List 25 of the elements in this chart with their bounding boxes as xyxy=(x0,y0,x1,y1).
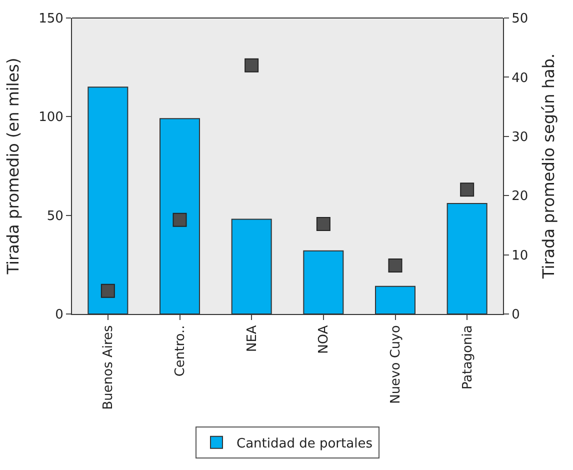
y2-tick-label: 50 xyxy=(512,12,528,27)
y2-tick-label: 40 xyxy=(512,70,528,86)
y-tick-label: 50 xyxy=(46,208,64,224)
x-tick-label: Nuevo Cuyo xyxy=(388,325,404,404)
y2-axis-title: Tirada promedio según hab. xyxy=(538,53,558,280)
point xyxy=(316,217,330,232)
y2-tick-label: 20 xyxy=(512,189,528,204)
x-tick-label: Centro.. xyxy=(172,325,188,377)
y-tick-label: 100 xyxy=(38,110,64,126)
y-axis-title: Tirada promedio (en miles) xyxy=(3,58,22,276)
y-tick-label: 0 xyxy=(55,308,64,323)
y2-tick-label: 0 xyxy=(512,308,520,323)
x-tick-label: Patagonia xyxy=(460,325,476,390)
point xyxy=(100,284,115,298)
y-tick-label: 150 xyxy=(38,12,64,27)
x-tick-label: NEA xyxy=(244,325,260,352)
x-tick-label: Buenos Aires xyxy=(101,324,116,410)
point xyxy=(388,258,402,272)
point xyxy=(244,58,259,72)
point xyxy=(172,212,187,227)
point xyxy=(460,182,474,197)
y2-tick-label: 30 xyxy=(512,130,528,145)
x-tick-label: NOA xyxy=(316,325,332,354)
y2-tick-label: 10 xyxy=(512,248,528,264)
legend-label: Cantidad de portales xyxy=(236,436,373,452)
